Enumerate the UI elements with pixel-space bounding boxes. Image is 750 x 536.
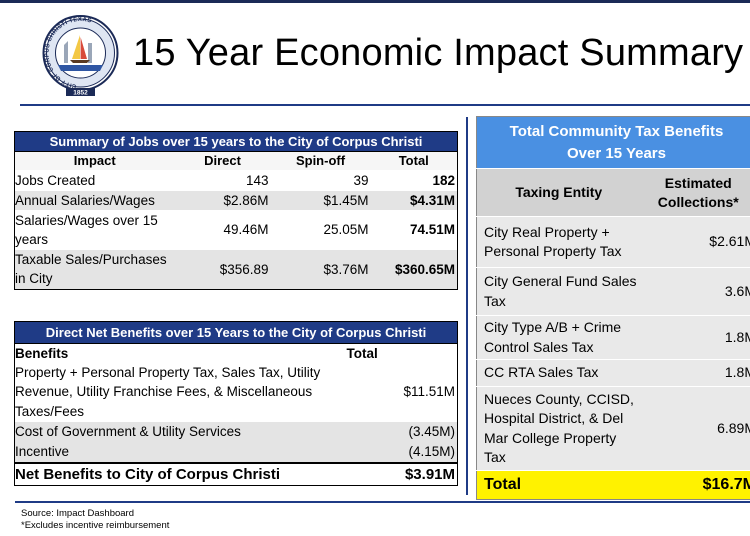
tax-value-cell: 6.89M [640,386,750,471]
jobs-total-cell: 182 [432,172,456,188]
net-benefit-cell: Cost of Government & Utility Services [14,421,345,442]
table-row: Taxable Sales/Purchases in City $356.89 … [14,249,458,290]
tax-entity-cell: City General Fund Sales Tax [476,267,641,316]
jobs-impact-cell: Salaries/Wages over 15 years [15,212,158,247]
net-header-benefits: Benefits [15,345,69,361]
net-total-cell: (3.45M) [344,421,458,442]
tax-value-cell: 3.6M [640,267,750,316]
tax-header-entity: Taxing Entity [476,168,641,217]
jobs-total-cell: $360.65M [370,249,458,290]
tax-entity-cell: City Type A/B + Crime Control Sales Tax [476,315,641,360]
jobs-direct-cell: $356.89 [174,249,271,290]
tax-entity-cell: Nueces County, CCISD, Hospital District,… [476,386,641,471]
jobs-header-impact: Impact [14,151,175,170]
jobs-spinoff-cell: $1.45M [270,190,371,210]
jobs-direct-cell: 143 [245,172,269,188]
jobs-summary-table: Summary of Jobs over 15 years to the Cit… [14,131,459,290]
net-benefit-cell: Property + Personal Property Tax, Sales … [15,364,321,419]
tax-benefits-table: Total Community Tax Benefits Over 15 Yea… [476,116,750,500]
table-row: Nueces County, CCISD, Hospital District,… [476,386,750,471]
jobs-direct-cell: $2.86M [174,190,271,210]
table-row: Cost of Government & Utility Services (3… [14,421,458,442]
net-total-cell: (4.15M) [344,441,458,463]
net-total-cell: $11.51M [403,384,456,400]
jobs-impact-cell: Taxable Sales/Purchases in City [14,249,175,290]
incentive-footnote: *Excludes incentive reimbursement [21,520,170,531]
tax-entity-cell: City Real Property + Personal Property T… [476,216,641,268]
jobs-impact-cell: Jobs Created [15,172,96,188]
net-benefits-table: Direct Net Benefits over 15 Years to the… [14,321,459,486]
table-row: Salaries/Wages over 15 years 49.46M 25.0… [15,210,458,250]
jobs-total-cell: $4.31M [370,190,458,210]
jobs-direct-cell: 49.46M [223,222,269,237]
jobs-table-title: Summary of Jobs over 15 years to the Cit… [14,131,458,152]
tax-header-collections: Estimated Collections* [640,168,750,217]
tax-total-value: $16.7M [640,470,750,500]
table-row: CC RTA Sales Tax 1.8M [476,359,750,387]
tax-entity-cell: CC RTA Sales Tax [476,359,641,387]
table-row: Jobs Created 143 39 182 [15,170,458,191]
title-rule [20,104,750,106]
jobs-header-spinoff: Spin-off [270,151,371,170]
jobs-total-cell: 74.51M [409,222,456,237]
net-benefits-row: Net Benefits to City of Corpus Christi $… [14,461,458,486]
tax-value-cell: $2.61M [640,216,750,268]
net-benefit-cell: Incentive [14,441,345,463]
source-note: Source: Impact Dashboard [21,508,135,519]
jobs-spinoff-cell: 39 [353,172,369,188]
jobs-spinoff-cell: 25.05M [323,222,369,237]
net-header-total: Total [346,345,378,361]
top-bar [0,0,750,3]
table-row: Property + Personal Property Tax, Sales … [15,363,458,422]
table-row: City Type A/B + Crime Control Sales Tax … [476,315,750,360]
tax-value-cell: 1.8M [640,315,750,360]
table-row: City Real Property + Personal Property T… [476,216,750,268]
seal-year: 1852 [73,90,88,97]
net-table-title: Direct Net Benefits over 15 Years to the… [14,321,458,344]
footnotes: Source: Impact Dashboard *Excludes incen… [21,508,169,532]
footer-rule [15,501,750,503]
net-benefit-total: $3.91M [344,461,458,486]
tax-total-label: Total [476,470,641,500]
column-divider [466,117,468,495]
tax-total-row: Total $16.7M [476,470,750,500]
page-title: 15 Year Economic Impact Summary [133,32,744,74]
net-benefit-label: Net Benefits to City of Corpus Christi [14,461,345,486]
table-row: Annual Salaries/Wages $2.86M $1.45M $4.3… [14,190,458,210]
jobs-spinoff-cell: $3.76M [270,249,371,290]
jobs-impact-cell: Annual Salaries/Wages [14,190,175,210]
tax-table-title: Total Community Tax Benefits Over 15 Yea… [476,116,750,169]
jobs-header-direct: Direct [174,151,271,170]
city-seal-logo: 1852 CITY OF CORPUS CHRISTI TEXAS [42,15,119,97]
tax-value-cell: 1.8M [640,359,750,387]
jobs-header-total: Total [370,151,458,170]
table-row: Incentive (4.15M) [14,441,458,463]
table-row: City General Fund Sales Tax 3.6M [476,267,750,316]
